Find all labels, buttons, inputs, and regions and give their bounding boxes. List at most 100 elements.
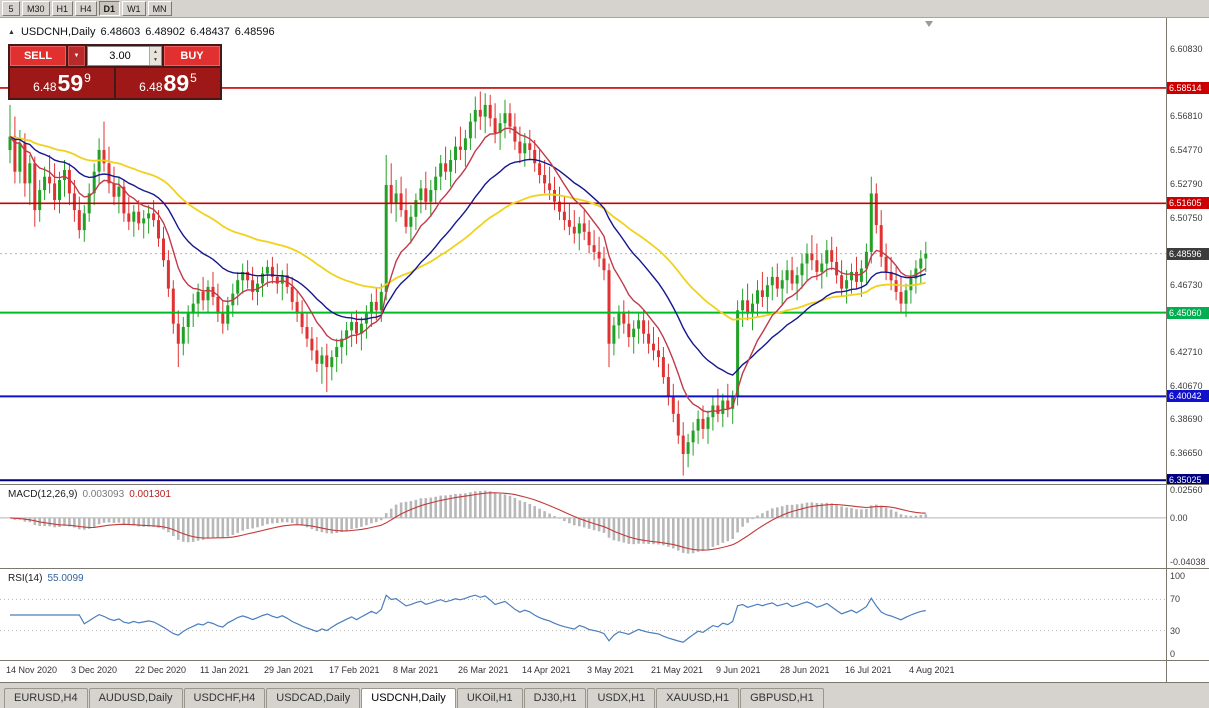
- axis-tick-label: 0: [1170, 649, 1176, 659]
- date-axis-label: 22 Dec 2020: [135, 665, 187, 675]
- date-axis-label: 26 Mar 2021: [458, 665, 509, 675]
- axis-tick-label: 6.42710: [1170, 347, 1203, 357]
- chart-tab-bar: EURUSD,H4 AUDUSD,Daily USDCHF,H4 USDCAD,Dai…: [0, 682, 1209, 708]
- date-axis-label: 8 Mar 2021: [393, 665, 439, 675]
- rsi-indicator-pane[interactable]: RSI(14) 55.0099: [0, 569, 1166, 660]
- rsi-axis[interactable]: 100 70 30 0: [1166, 569, 1209, 660]
- axis-tick-label: 6.56810: [1170, 111, 1203, 121]
- ohlc-low: 6.48437: [190, 26, 230, 38]
- axis-tick-label: 6.40670: [1170, 381, 1203, 391]
- price-level-badge: 6.35025: [1167, 474, 1209, 484]
- date-axis-label: 28 Jun 2021: [780, 665, 830, 675]
- chevron-down-icon: ▼: [73, 53, 80, 59]
- sell-price-fraction: 9: [84, 71, 91, 85]
- date-axis-label: 29 Jan 2021: [264, 665, 314, 675]
- chart-tab-ukoil-h1[interactable]: UKOil,H1: [456, 688, 523, 708]
- date-axis-label: 9 Jun 2021: [716, 665, 761, 675]
- buy-price-big-figure: 6.48: [139, 79, 163, 94]
- sell-button[interactable]: SELL: [10, 46, 66, 66]
- timeframe-button-mn[interactable]: MN: [147, 1, 172, 16]
- timeframe-button-h4[interactable]: H4: [75, 1, 97, 16]
- buy-price-pips: 89: [163, 69, 190, 96]
- one-click-trading-panel: SELL ▼ ▲ ▼ BUY 6.48 59 9: [8, 44, 222, 100]
- time-axis[interactable]: 14 Nov 2020 3 Dec 2020 22 Dec 2020 11 Jan 2…: [0, 661, 1166, 682]
- axis-tick-label: 30: [1170, 626, 1181, 636]
- price-level-badge: 6.51605: [1167, 197, 1209, 209]
- timeframe-button-w1[interactable]: W1: [122, 1, 146, 16]
- macd-main-value: 0.003093: [82, 489, 125, 500]
- price-level-badge: 6.45060: [1167, 307, 1209, 319]
- chart-tab-usdchf-h4[interactable]: USDCHF,H4: [183, 688, 266, 708]
- ohlc-high: 6.48902: [145, 26, 186, 38]
- date-axis-label: 21 May 2021: [651, 665, 704, 675]
- timeframe-button-5[interactable]: 5: [2, 1, 20, 16]
- volume-field-wrap: ▲ ▼: [87, 46, 162, 66]
- axis-tick-label: 100: [1170, 571, 1186, 581]
- buy-price-display[interactable]: 6.48 89 5: [116, 68, 220, 98]
- macd-indicator-pane[interactable]: MACD(12,26,9) 0.003093 0.001301: [0, 485, 1166, 568]
- axis-tick-label: 70: [1170, 594, 1181, 604]
- timeframe-button-m30[interactable]: M30: [22, 1, 50, 16]
- volume-increase-icon[interactable]: ▲: [153, 49, 158, 55]
- buy-price-fraction: 5: [190, 71, 197, 85]
- axis-tick-label: 6.60830: [1170, 44, 1203, 54]
- sell-price-display[interactable]: 6.48 59 9: [10, 68, 114, 98]
- chart-tab-usdcnh-daily[interactable]: USDCNH,Daily: [361, 688, 456, 708]
- axis-tick-label: 0.02560: [1170, 485, 1203, 495]
- timeframe-button-h1[interactable]: H1: [51, 1, 74, 16]
- date-axis-label: 3 May 2021: [587, 665, 635, 675]
- macd-label: MACD(12,26,9) 0.003093 0.001301: [8, 489, 171, 500]
- one-click-panel-toggle-icon[interactable]: ▲: [8, 28, 15, 36]
- chart-tab-usdx-h1[interactable]: USDX,H1: [587, 688, 656, 708]
- rsi-value: 55.0099: [47, 573, 84, 584]
- sell-price-pips: 59: [57, 69, 84, 96]
- timeframe-button-d1[interactable]: D1: [98, 1, 121, 16]
- macd-signal-value: 0.001301: [129, 489, 171, 500]
- chart-tab-audusd-daily[interactable]: AUDUSD,Daily: [88, 688, 183, 708]
- buy-button[interactable]: BUY: [164, 46, 220, 66]
- price-level-badge: 6.40042: [1167, 390, 1209, 402]
- date-axis-label: 17 Feb 2021: [329, 665, 380, 675]
- rsi-label: RSI(14) 55.0099: [8, 573, 84, 584]
- chart-header: ▲ USDCNH,Daily 6.48603 6.48902 6.48437 6…: [8, 26, 275, 38]
- axis-tick-label: 6.54770: [1170, 145, 1203, 155]
- macd-name: MACD(12,26,9): [8, 489, 78, 500]
- axis-tick-label: 0.00: [1170, 513, 1188, 523]
- axis-corner: [1166, 661, 1209, 682]
- axis-tick-label: 6.50750: [1170, 213, 1203, 223]
- date-axis-label: 4 Aug 2021: [909, 665, 955, 675]
- price-level-badge: 6.48596: [1167, 248, 1209, 260]
- timeframe-toolbar: 5 M30 H1 H4 D1 W1 MN: [0, 0, 1209, 18]
- chart-tab-usdcad-daily[interactable]: USDCAD,Daily: [266, 688, 361, 708]
- volume-input[interactable]: [88, 47, 161, 65]
- date-axis-label: 14 Apr 2021: [522, 665, 571, 675]
- order-type-dropdown[interactable]: ▼: [68, 46, 85, 66]
- sell-price-big-figure: 6.48: [33, 79, 57, 94]
- axis-tick-label: 6.52790: [1170, 179, 1203, 189]
- volume-stepper: ▲ ▼: [149, 47, 161, 65]
- date-axis-label: 3 Dec 2020: [71, 665, 118, 675]
- axis-tick-label: 6.36650: [1170, 448, 1203, 458]
- volume-decrease-icon[interactable]: ▼: [153, 57, 158, 63]
- rsi-name: RSI(14): [8, 573, 43, 584]
- axis-tick-label: -0.04038: [1170, 557, 1206, 567]
- rsi-chart-svg: [0, 594, 1166, 643]
- date-axis-label: 14 Nov 2020: [6, 665, 58, 675]
- axis-tick-label: 6.46730: [1170, 280, 1203, 290]
- macd-axis[interactable]: 0.02560 0.00 -0.04038: [1166, 485, 1209, 568]
- chart-tab-dj30-h1[interactable]: DJ30,H1: [523, 688, 587, 708]
- chart-tab-xauusd-h1[interactable]: XAUUSD,H1: [656, 688, 740, 708]
- ohlc-close: 6.48596: [234, 26, 275, 38]
- chart-symbol-title: USDCNH,Daily: [20, 26, 96, 38]
- price-chart-pane[interactable]: ▲ USDCNH,Daily 6.48603 6.48902 6.48437 6…: [0, 18, 1166, 484]
- axis-tick-label: 6.38690: [1170, 414, 1203, 424]
- date-axis-label: 11 Jan 2021: [200, 665, 249, 675]
- price-level-badge: 6.58514: [1167, 82, 1209, 94]
- chart-tab-eurusd-h4[interactable]: EURUSD,H4: [4, 688, 88, 708]
- macd-chart-svg: [0, 490, 1166, 554]
- date-axis-label: 16 Jul 2021: [845, 665, 892, 675]
- price-axis[interactable]: 6.60830 6.56810 6.54770 6.52790 6.50750 6.467…: [1166, 18, 1209, 484]
- chart-tab-gbpusd-h1[interactable]: GBPUSD,H1: [740, 688, 824, 708]
- ohlc-open: 6.48603: [100, 26, 141, 38]
